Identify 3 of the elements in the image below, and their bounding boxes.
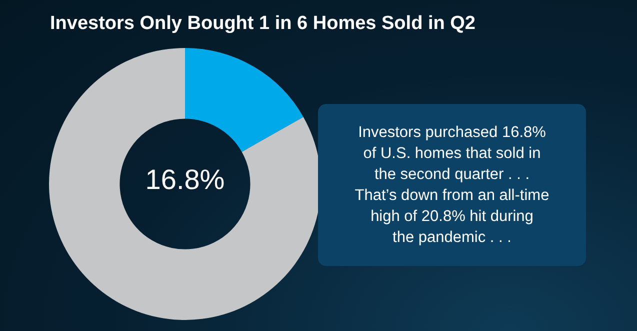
chart-title: Investors Only Bought 1 in 6 Homes Sold in Q2 <box>50 13 476 35</box>
text: Investors purchased 16.8% of U.S. homes that sold in the second quarter . . . That’s down from an all-time high of 20.8% hit during the pandemic . . . <box>354 123 550 248</box>
text: 16.8% <box>144 164 226 196</box>
